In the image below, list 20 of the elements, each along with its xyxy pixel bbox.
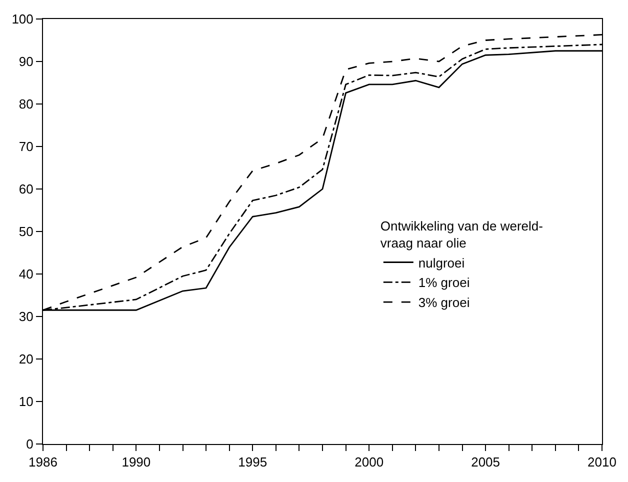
y-tick-label: 40 bbox=[18, 266, 34, 282]
y-tick-label: 0 bbox=[26, 436, 34, 452]
y-tick-label: 20 bbox=[18, 352, 34, 367]
y-tick-label: 10 bbox=[18, 394, 34, 410]
x-tick-label: 2010 bbox=[588, 454, 616, 470]
y-tick-label: 80 bbox=[18, 96, 34, 112]
legend-label: 3% groei bbox=[418, 295, 470, 310]
legend-label: 1% groei bbox=[418, 275, 470, 290]
x-tick-label: 2000 bbox=[354, 454, 384, 470]
y-tick-label: 90 bbox=[18, 54, 34, 70]
y-tick-label: 100 bbox=[12, 12, 34, 27]
y-tick-label: 50 bbox=[18, 224, 34, 240]
x-tick-label: 1990 bbox=[122, 454, 151, 470]
x-tick-label: 2005 bbox=[471, 454, 500, 470]
y-tick-label: 60 bbox=[18, 182, 34, 197]
legend-label: nulgroei bbox=[418, 255, 465, 270]
x-tick-label: 1986 bbox=[28, 454, 58, 470]
x-tick-label: 1995 bbox=[238, 454, 268, 470]
y-tick-label: 70 bbox=[18, 139, 34, 154]
y-tick-label: 30 bbox=[18, 309, 34, 324]
